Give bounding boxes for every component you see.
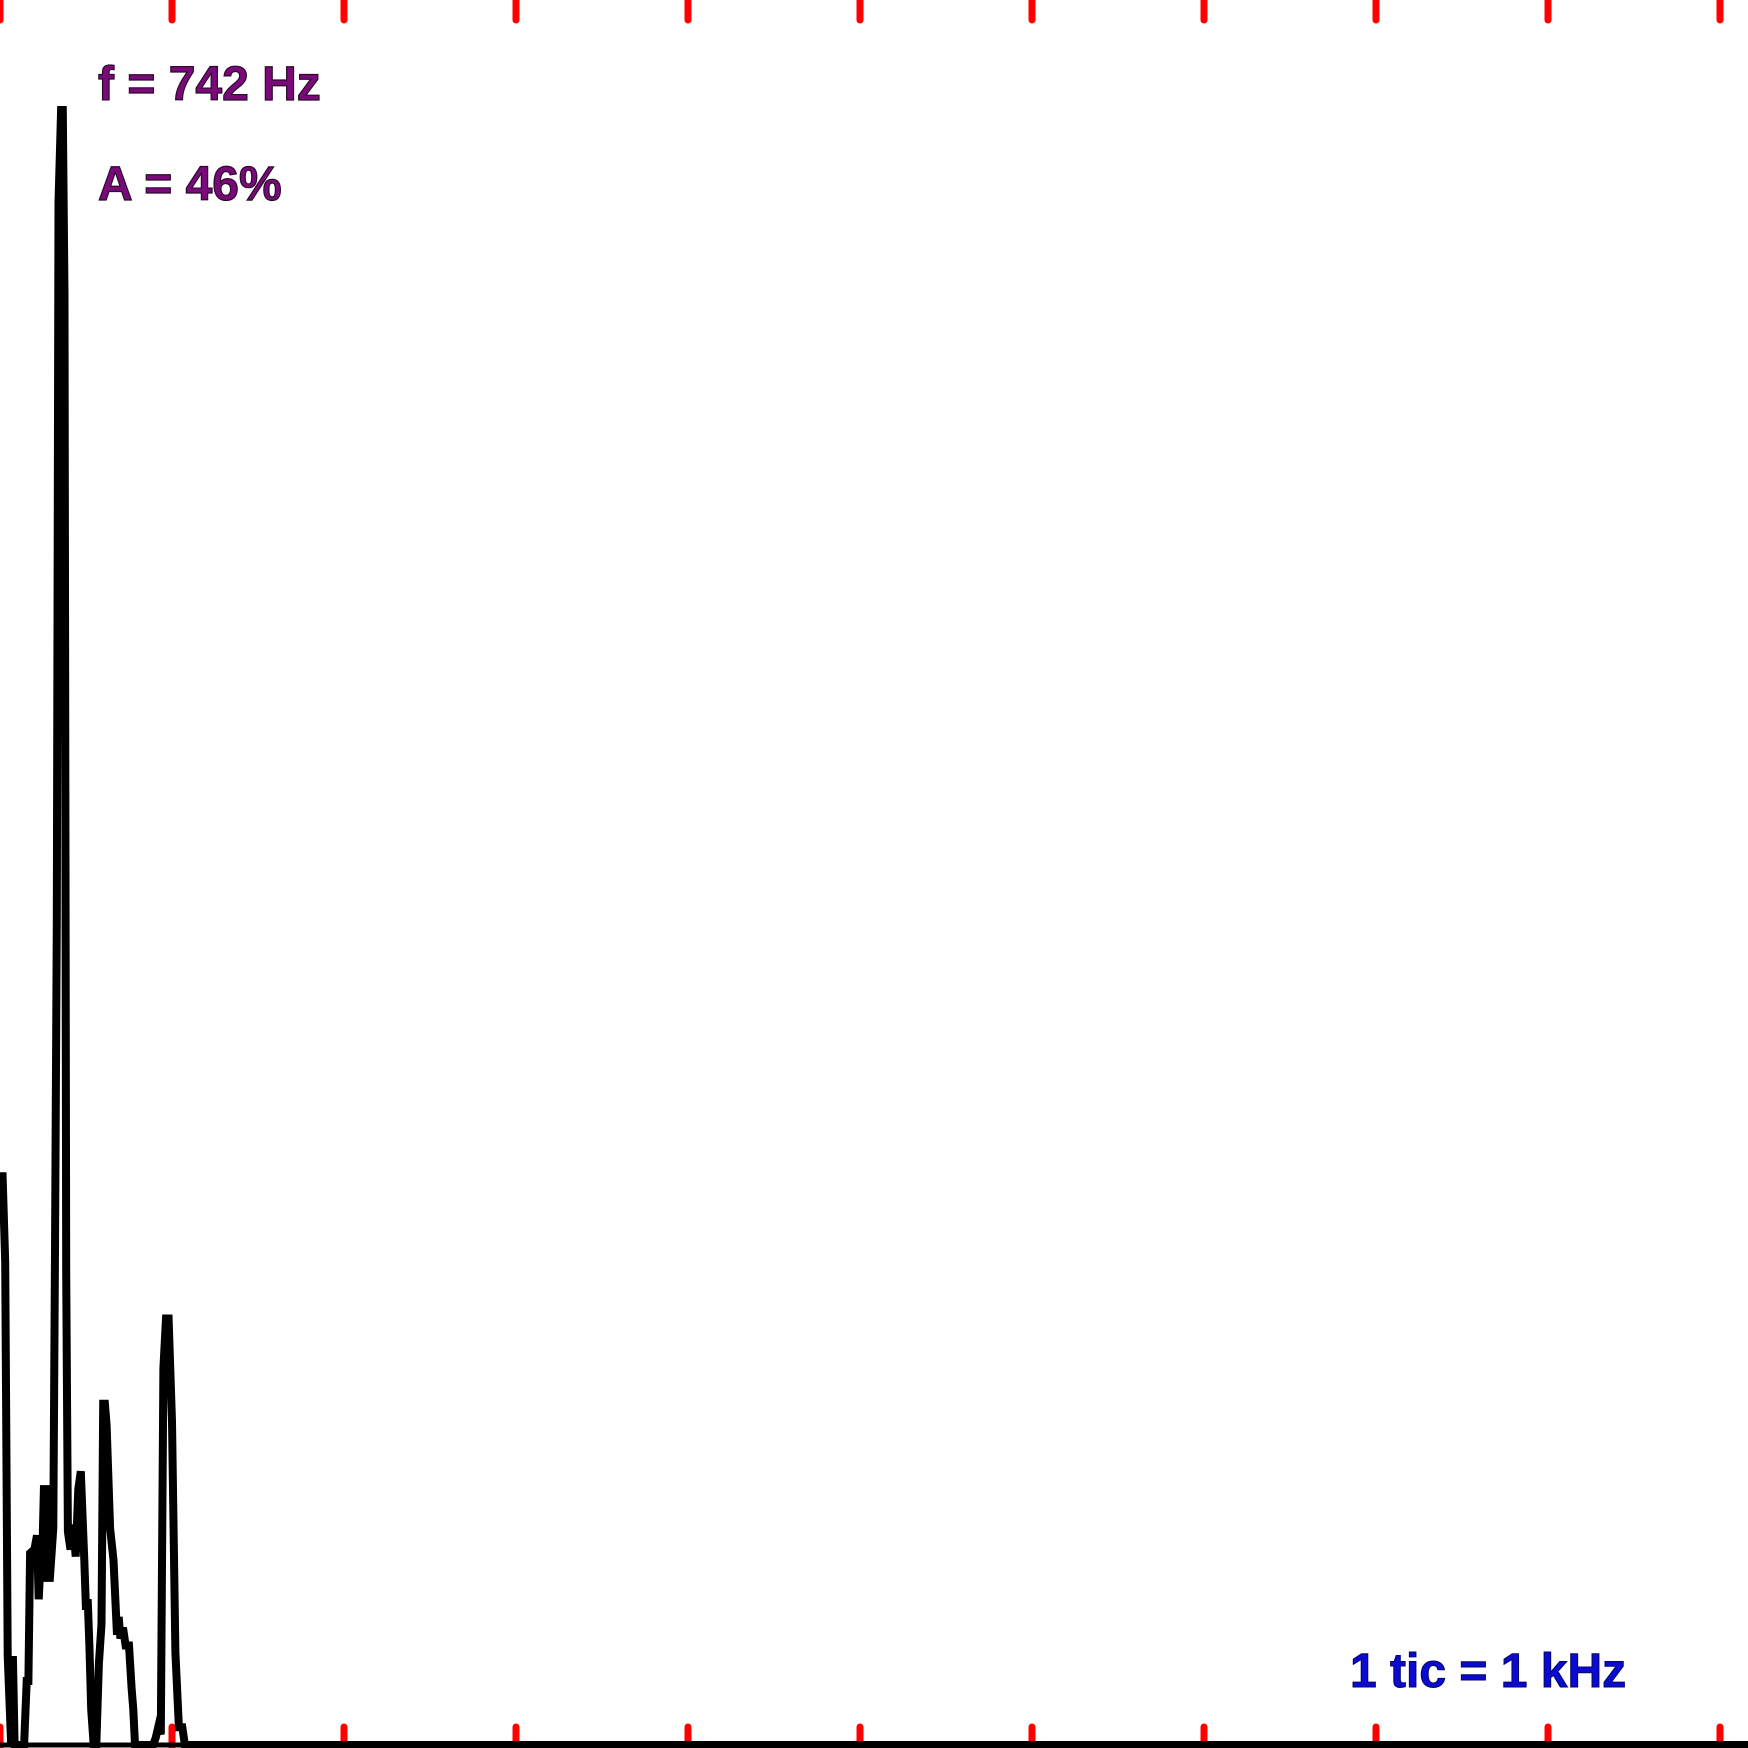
top-tick-marks <box>0 0 1724 24</box>
frequency-readout: f = 742 Hz <box>98 58 321 111</box>
tick-scale-note: 1 tic = 1 kHz <box>1350 1645 1626 1698</box>
spectrum-trace <box>0 106 1748 1748</box>
amplitude-readout: A = 46% <box>98 158 282 211</box>
